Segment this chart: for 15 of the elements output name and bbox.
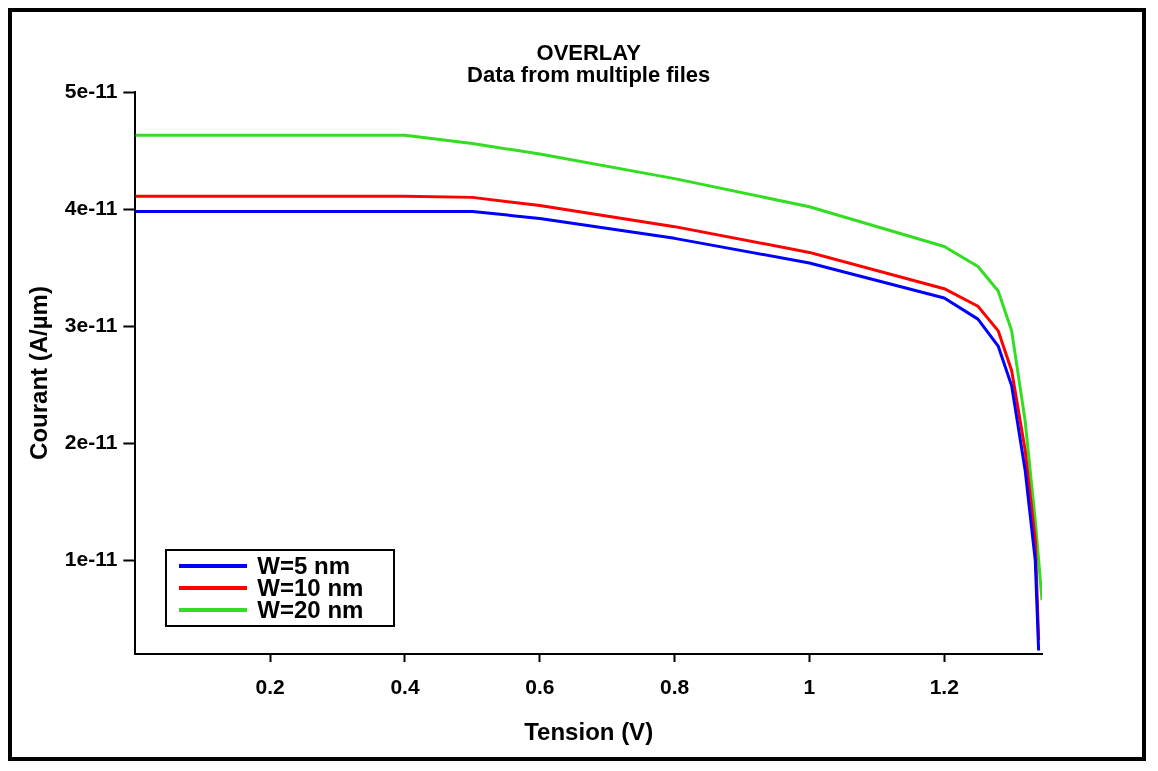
y-axis-title: Courant (A/µm) (25, 286, 53, 460)
x-tick-label: 0.6 (525, 675, 555, 699)
y-tick-label: 1e-11 (64, 547, 118, 571)
x-tick-label: 0.2 (255, 675, 285, 699)
y-tick-label: 3e-11 (64, 312, 118, 336)
y-tick-label: 2e-11 (64, 430, 118, 454)
y-tick-label: 5e-11 (64, 78, 118, 102)
x-tick-label: 0.4 (390, 675, 420, 699)
y-tick-label: 4e-11 (64, 195, 118, 219)
chart-title: OVERLAY (536, 40, 642, 65)
chart-subtitle: Data from multiple files (467, 62, 711, 87)
x-axis-title: Tension (V) (524, 718, 654, 746)
x-tick-label: 1.2 (929, 675, 959, 699)
x-tick-label: 1 (803, 675, 816, 699)
x-tick-label: 0.8 (660, 675, 690, 699)
